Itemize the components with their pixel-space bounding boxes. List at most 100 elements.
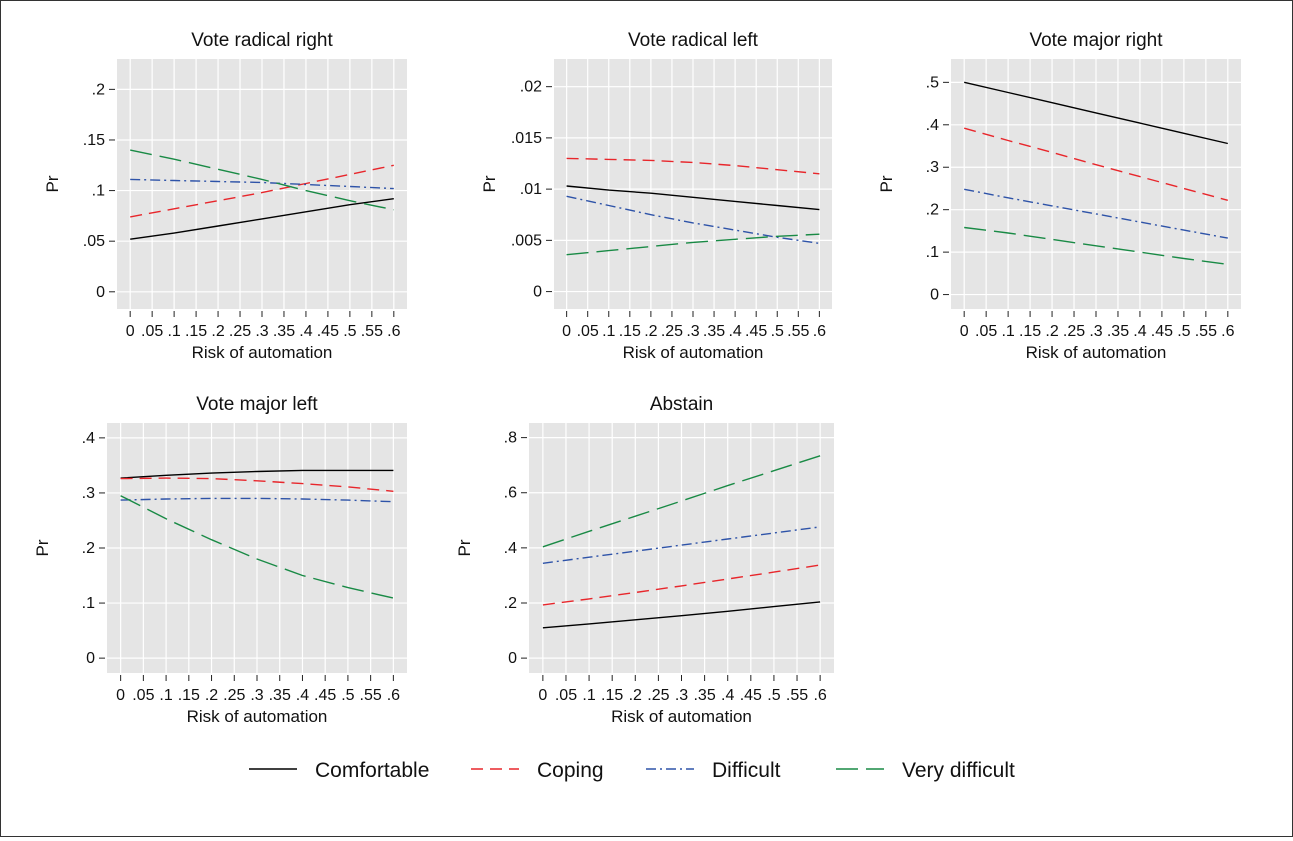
x-tick-label: .3 (675, 687, 688, 704)
x-tick-label: .05 (555, 687, 577, 704)
x-tick-label: .45 (314, 687, 336, 704)
x-tick-label: .1 (1001, 323, 1014, 340)
y-tick-label: .2 (504, 595, 517, 612)
x-tick-label: .2 (644, 323, 657, 340)
x-tick-label: .4 (299, 323, 312, 340)
series-line-very-difficult (964, 226, 1228, 266)
series-line-comfortable (542, 601, 821, 629)
y-tick-label: .05 (83, 233, 105, 250)
chart-title: Vote radical right (191, 30, 333, 51)
series-line-comfortable (566, 185, 820, 211)
chart-title: Vote major right (1029, 30, 1163, 51)
x-tick-label: .6 (813, 687, 826, 704)
y-axis-label: Pr (43, 175, 62, 192)
x-tick-label: .45 (745, 323, 767, 340)
x-tick-label: .35 (693, 687, 715, 704)
x-tick-label: .25 (223, 687, 245, 704)
x-tick-label: .5 (767, 687, 780, 704)
series-line-very-difficult (566, 233, 820, 256)
chart-title: Abstain (650, 394, 713, 415)
chart-panel-4: 0 .1 .2 .3 .4 0 .05 .1 .15 .2 .25 .3 .35 .4 .45 .5 .55 .6… (33, 394, 407, 726)
y-tick-label: .8 (504, 430, 517, 447)
x-tick-label: .55 (1195, 323, 1217, 340)
x-tick-label: 0 (960, 323, 969, 340)
x-tick-label: .1 (582, 687, 595, 704)
x-tick-label: .45 (1151, 323, 1173, 340)
chart-panel-1: 0.05.1.15.20.05.1.15.2.25.3.35.4.45.5.55… (43, 30, 407, 362)
x-tick-label: 0 (538, 687, 547, 704)
x-tick-label: .4 (728, 323, 741, 340)
x-tick-label: .2 (211, 323, 224, 340)
x-tick-label: .25 (229, 323, 251, 340)
y-tick-label: .6 (504, 485, 517, 502)
x-tick-label: .55 (360, 687, 382, 704)
series-line-coping (542, 564, 821, 606)
x-tick-label: .25 (1063, 323, 1085, 340)
y-tick-label: .2 (926, 202, 939, 219)
x-tick-label: .35 (703, 323, 725, 340)
x-tick-label: .55 (361, 323, 383, 340)
y-tick-label: 0 (96, 284, 105, 301)
x-tick-label: .2 (629, 687, 642, 704)
x-tick-label: .6 (387, 687, 400, 704)
x-tick-label: .35 (1107, 323, 1129, 340)
series-line-difficult (964, 188, 1228, 239)
series-line-very-difficult (120, 495, 394, 599)
legend-item-very-difficult: Very difficult (836, 759, 1015, 782)
x-tick-label: .5 (343, 323, 356, 340)
legend-item-difficult: Difficult (646, 759, 781, 782)
x-axis-label: Risk of automation (611, 707, 752, 726)
y-tick-label: 0 (930, 287, 939, 304)
series-line-very-difficult (130, 149, 394, 211)
x-tick-label: .3 (255, 323, 268, 340)
series-line-coping (130, 164, 394, 218)
x-tick-label: .1 (602, 323, 615, 340)
x-axis-label: Risk of automation (187, 707, 328, 726)
x-tick-label: .5 (341, 687, 354, 704)
chart-title: Vote radical left (628, 30, 759, 51)
y-axis-label: Pr (33, 539, 52, 556)
x-tick-label: .05 (577, 323, 599, 340)
series-line-difficult (120, 497, 394, 503)
y-tick-label: .01 (520, 181, 542, 198)
series-line-difficult (130, 178, 394, 190)
x-tick-label: .15 (185, 323, 207, 340)
series-line-comfortable (964, 81, 1228, 145)
x-tick-label: .4 (296, 687, 309, 704)
x-tick-label: .55 (787, 323, 809, 340)
x-tick-label: .05 (141, 323, 163, 340)
y-tick-label: .2 (92, 81, 105, 98)
x-axis-label: Risk of automation (192, 343, 333, 362)
x-tick-label: .3 (250, 687, 263, 704)
legend-item-coping: Coping (471, 759, 604, 782)
x-tick-label: .35 (273, 323, 295, 340)
x-tick-label: .35 (269, 687, 291, 704)
x-tick-label: .4 (721, 687, 734, 704)
panels: 0.05.1.15.20.05.1.15.2.25.3.35.4.45.5.55… (33, 30, 1241, 726)
legend-label: Coping (537, 759, 604, 782)
x-tick-label: .25 (661, 323, 683, 340)
y-tick-label: .005 (511, 232, 542, 249)
x-tick-label: .45 (740, 687, 762, 704)
y-tick-label: .4 (926, 117, 939, 134)
y-tick-label: 0 (533, 284, 542, 301)
legend-label: Comfortable (315, 759, 429, 782)
x-tick-label: .6 (1221, 323, 1234, 340)
series-line-difficult (542, 526, 821, 564)
x-tick-label: .5 (1177, 323, 1190, 340)
y-tick-label: .4 (504, 540, 517, 557)
x-tick-label: .05 (132, 687, 154, 704)
y-axis-label: Pr (480, 175, 499, 192)
series-line-very-difficult (542, 455, 821, 548)
x-axis-label: Risk of automation (1026, 343, 1167, 362)
x-tick-label: .2 (1045, 323, 1058, 340)
x-axis-label: Risk of automation (623, 343, 764, 362)
legend-label: Very difficult (902, 759, 1015, 782)
x-tick-label: .05 (975, 323, 997, 340)
y-axis-label: Pr (877, 175, 896, 192)
x-tick-label: .15 (178, 687, 200, 704)
chart-title: Vote major left (196, 394, 318, 415)
x-tick-label: .55 (786, 687, 808, 704)
